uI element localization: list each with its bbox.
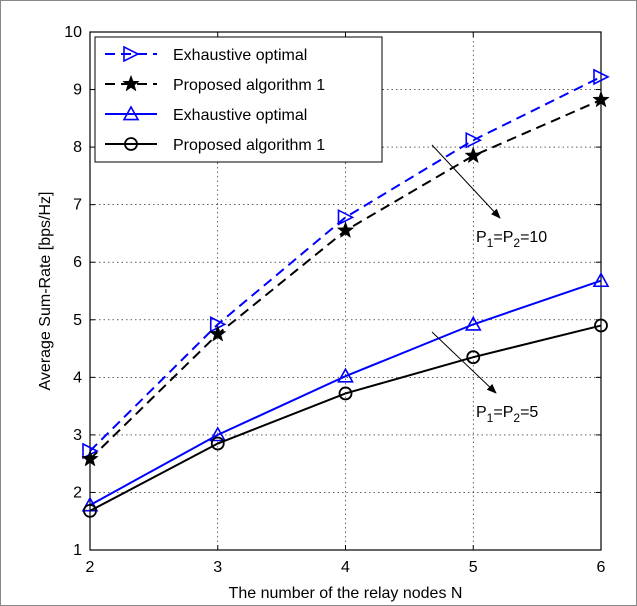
y-tick-label: 7 [73, 197, 82, 214]
y-tick-label: 4 [73, 369, 82, 386]
data-point [336, 221, 355, 239]
y-tick-label: 2 [73, 484, 82, 501]
data-point [83, 503, 97, 518]
data-point [337, 209, 355, 226]
data-point [337, 367, 354, 383]
series-2 [81, 90, 610, 467]
data-point [465, 131, 483, 149]
annotation-text: =P [493, 229, 513, 246]
subscript: 1 [487, 411, 494, 425]
legend-marker-3 [122, 105, 140, 121]
x-tick-label: 4 [341, 559, 350, 576]
y-tick-label: 3 [73, 427, 82, 444]
legend-label-4: Proposed algorithm 1 [173, 137, 325, 154]
x-axis-label: The number of the relay nodes N [229, 585, 463, 602]
y-tick-label: 10 [64, 24, 82, 41]
data-point [594, 318, 608, 333]
data-point [592, 90, 610, 108]
annotation-arrow-p5 [431, 331, 497, 394]
data-point [209, 426, 227, 442]
data-series [81, 68, 610, 518]
legend-box [94, 36, 383, 163]
annotation-arrow-p10 [431, 144, 501, 219]
y-tick-label: 8 [73, 139, 82, 156]
data-point [210, 436, 225, 451]
y-axis-label: Average Sum-Rate [bps/Hz] [37, 192, 54, 391]
data-point [338, 386, 353, 401]
y-tick-label: 9 [73, 82, 82, 99]
x-tick-label: 6 [597, 559, 606, 576]
annotation-p5: P1=P2=5 [476, 404, 538, 425]
legend-label-3: Exhaustive optimal [173, 107, 307, 124]
series-line [89, 324, 602, 512]
x-tick-label: 5 [469, 559, 478, 576]
data-point [466, 350, 481, 365]
series-line [89, 279, 602, 506]
legend-marker-1 [123, 45, 140, 63]
data-point [464, 146, 483, 164]
legend-label-1: Exhaustive optimal [173, 47, 307, 64]
data-point [464, 315, 482, 331]
legend-label-2: Proposed algorithm 1 [173, 77, 325, 94]
y-tick-label: 6 [73, 254, 82, 271]
subscript: 2 [513, 411, 520, 425]
subscript: 2 [513, 236, 520, 250]
legend: Exhaustive optimal Proposed algorithm 1 Ex… [94, 36, 383, 163]
legend-marker-2 [122, 74, 140, 92]
annotation-text: P [476, 229, 487, 246]
x-tick-label: 3 [213, 559, 222, 576]
y-tick-label: 5 [73, 312, 82, 329]
legend-marker-4 [124, 137, 138, 151]
annotation-p10: P1=P2=10 [476, 229, 547, 250]
data-point [593, 68, 610, 86]
annotation-text: =10 [520, 229, 547, 246]
subscript: 1 [487, 236, 494, 250]
y-tick-label: 1 [73, 542, 82, 559]
data-point [592, 271, 610, 288]
series-4 [83, 318, 608, 518]
data-point [208, 324, 227, 342]
annotation-text: =P [493, 404, 513, 421]
series-line [89, 75, 602, 452]
annotation-text: =5 [520, 404, 538, 421]
annotation-text: P [476, 404, 487, 421]
x-tick-label: 2 [86, 559, 95, 576]
data-point [81, 449, 99, 467]
